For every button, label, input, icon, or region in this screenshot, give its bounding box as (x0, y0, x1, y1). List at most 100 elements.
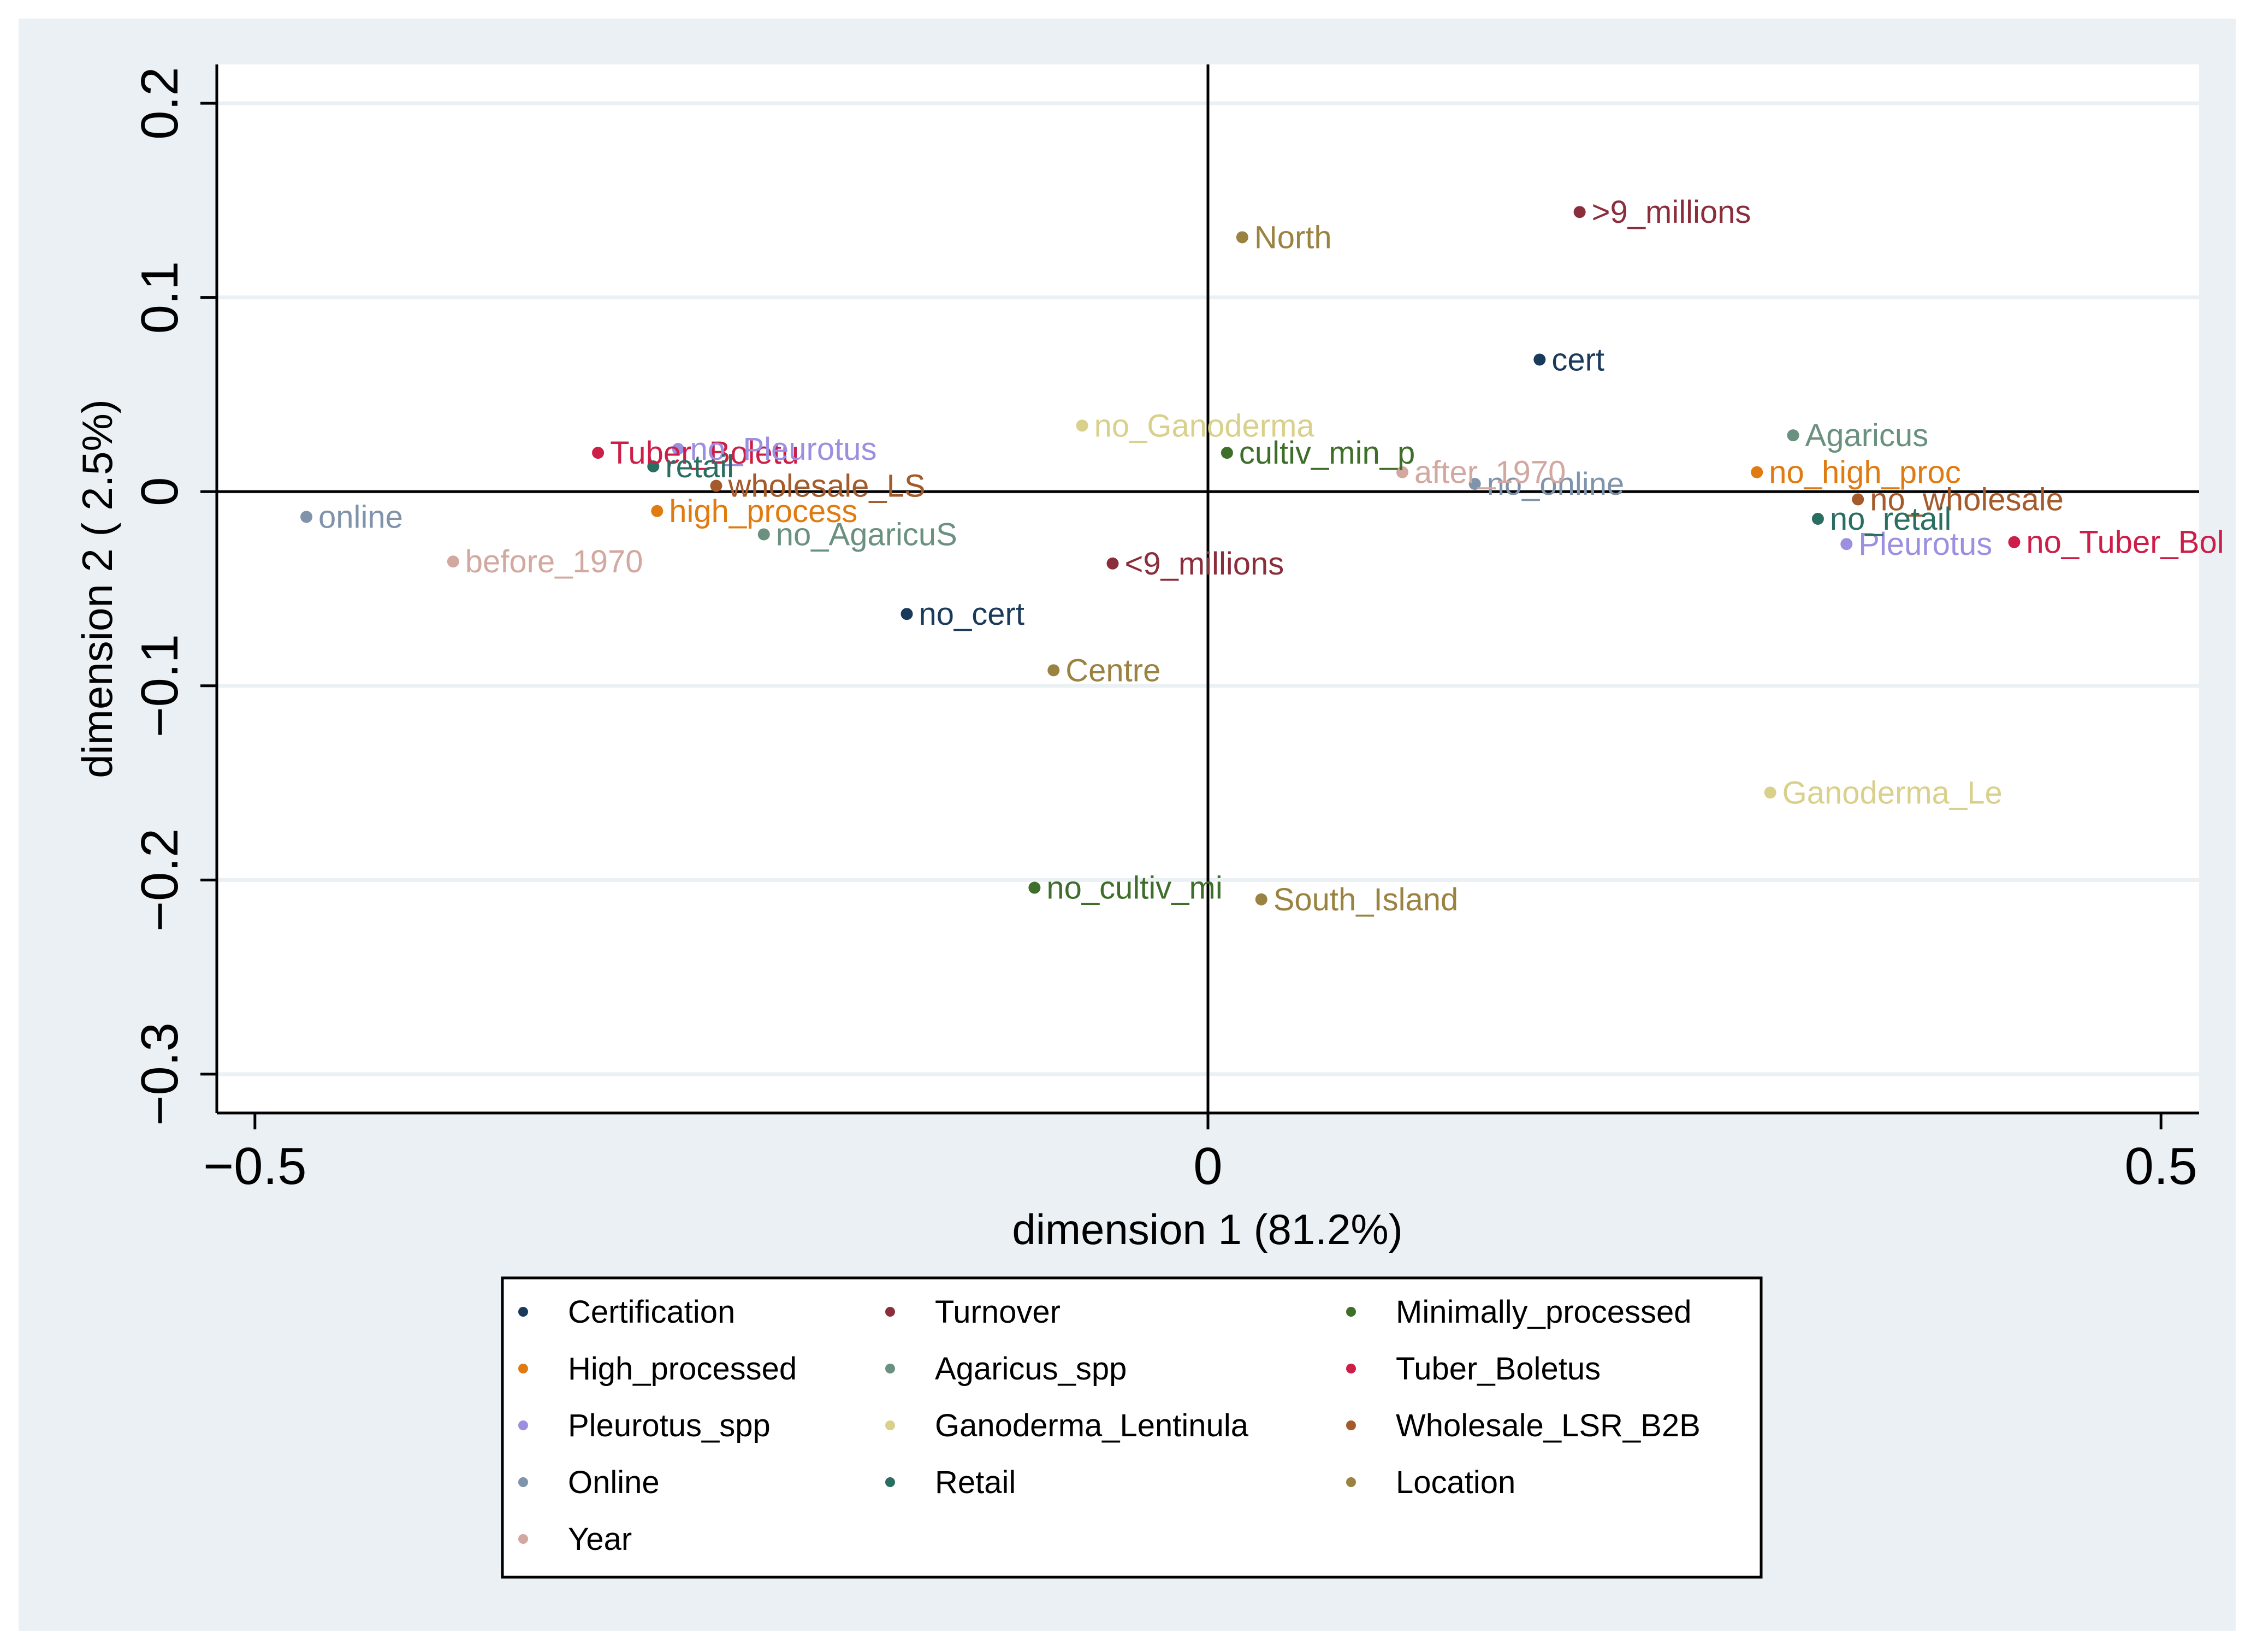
point-no-agaricus (757, 528, 770, 541)
legend-label-minimally-processed: Minimally_processed (1396, 1294, 1692, 1330)
point-label-cultiv-min-p: cultiv_min_p (1239, 435, 1415, 471)
point-label-north: North (1254, 220, 1332, 255)
point-label-online: online (318, 499, 403, 535)
point-9-millions (1106, 557, 1119, 570)
x-tick-label: 0.5 (2124, 1137, 2197, 1195)
legend-marker-agaricus-spp (885, 1364, 895, 1373)
point-label-wholesale-ls: wholesale_LS (727, 469, 925, 504)
point-no-tuber-bol (2008, 536, 2021, 548)
point-pleurotus (1840, 538, 1853, 550)
point-label-agaricus: Agaricus (1805, 418, 1929, 453)
y-tick-label: −0.2 (131, 828, 189, 932)
point-before-1970 (447, 555, 459, 568)
y-tick-label: −0.1 (131, 634, 189, 738)
legend-label-year: Year (568, 1521, 632, 1557)
point-after-1970 (1396, 466, 1409, 478)
y-axis-label: dimension 2 ( 2.5%) (73, 399, 121, 778)
y-tick-label: 0 (131, 477, 189, 506)
point-no-high-proc (1751, 466, 1763, 478)
legend-label-location: Location (1396, 1465, 1515, 1500)
legend-label-wholesale-lsr-b2b: Wholesale_LSR_B2B (1396, 1408, 1701, 1443)
legend-marker-pleurotus-spp (518, 1420, 528, 1430)
y-tick-label: 0.2 (131, 67, 189, 139)
point-no-cultiv-mi (1028, 881, 1041, 894)
point-wholesale-ls (710, 479, 722, 492)
point-cert (1533, 353, 1546, 366)
legend-label-agaricus-spp: Agaricus_spp (935, 1351, 1127, 1387)
legend-marker-year (518, 1534, 528, 1544)
legend-marker-tuber-boletus (1346, 1364, 1356, 1373)
point-no-cert (901, 608, 913, 620)
point-cultiv-min-p (1221, 447, 1233, 459)
point-label-no-online: no_online (1487, 466, 1625, 502)
legend-marker-location (1346, 1477, 1356, 1487)
point-label-no-pleurotus: no_Pleurotus (690, 431, 877, 467)
point-north (1236, 231, 1248, 244)
legend-box (501, 1276, 1763, 1579)
legend: Certification Turnover Minimally_processed… (518, 1294, 1701, 1557)
legend-marker-online (518, 1477, 528, 1487)
x-tick-label: −0.5 (203, 1137, 307, 1195)
legend-marker-retail (885, 1477, 895, 1487)
legend-marker-minimally-processed (1346, 1307, 1356, 1317)
x-tick-label: 0 (1193, 1137, 1222, 1195)
point-label-high-process: high_process (669, 494, 857, 529)
reference-lines (217, 64, 2199, 1113)
legend-label-turnover: Turnover (935, 1294, 1061, 1330)
point-online (300, 511, 313, 523)
point-label-no-tuber-bol: no_Tuber_Bol (2026, 525, 2224, 560)
y-tick-label: 0.1 (131, 261, 189, 334)
legend-label-ganoderma-lentinula: Ganoderma_Lentinula (935, 1408, 1249, 1443)
point-no-retail (1811, 513, 1824, 525)
legend-marker-ganoderma-lentinula (885, 1420, 895, 1430)
legend-label-certification: Certification (568, 1294, 735, 1330)
point-label-south-island: South_Island (1273, 882, 1459, 917)
point-no-online (1468, 478, 1481, 490)
point-label-after-1970: after_1970 (1414, 455, 1566, 490)
point-label-no-agaricus: no_AgaricuS (776, 517, 957, 552)
legend-label-retail: Retail (935, 1465, 1016, 1500)
point-label-ganoderma-le: Ganoderma_Le (1782, 775, 2003, 810)
legend-label-online: Online (568, 1465, 660, 1500)
point-label-retail: retail (665, 449, 734, 484)
point-label-no-cert: no_cert (919, 596, 1024, 632)
legend-marker-wholesale-lsr-b2b (1346, 1420, 1356, 1430)
point-label-centre: Centre (1065, 653, 1160, 688)
point-south-island (1255, 893, 1267, 905)
point-label-before-1970: before_1970 (465, 544, 643, 579)
legend-marker-turnover (885, 1307, 895, 1317)
point-label-no-cultiv-mi: no_cultiv_mi (1046, 871, 1222, 906)
y-tick-label: −0.3 (131, 1022, 189, 1126)
point-label-9-millions: <9_millions (1124, 546, 1284, 582)
point-label-no-high-proc: no_high_proc (1769, 455, 1961, 490)
point-label-tuber-boletu: Tuber_Boletu (610, 435, 799, 471)
point-centre (1047, 664, 1060, 677)
x-ticks: −0.5 0 0.5 (203, 1113, 2197, 1195)
point-label-no-ganoderma: no_Ganoderma (1094, 408, 1315, 443)
point-agaricus (1787, 429, 1799, 442)
point-high-process (651, 505, 664, 517)
x-axis-label: dimension 1 (81.2%) (1012, 1205, 1402, 1253)
point-no-pleurotus (672, 443, 684, 455)
legend-marker-certification (518, 1307, 528, 1317)
point-label-no-wholesale: no_wholesale (1870, 482, 2064, 517)
point-9-millions (1573, 206, 1586, 218)
point-label-cert: cert (1551, 342, 1604, 377)
point-label-9-millions: >9_millions (1592, 194, 1751, 230)
point-ganoderma-le (1764, 786, 1776, 799)
point-label-pleurotus: Pleurotus (1858, 526, 1992, 562)
point-labels: cert no_cert >9_millions <9_millions cultiv_… (318, 194, 2224, 917)
y-ticks: 0.2 0.1 0 −0.1 −0.2 −0.3 (131, 67, 217, 1126)
legend-label-high-processed: High_processed (568, 1351, 797, 1387)
legend-label-tuber-boletus: Tuber_Boletus (1396, 1351, 1601, 1387)
data-points (300, 206, 2021, 905)
point-no-ganoderma (1076, 419, 1088, 432)
point-label-no-retail: no_retail (1830, 501, 1951, 537)
point-no-wholesale (1852, 493, 1864, 506)
legend-marker-high-processed (518, 1364, 528, 1373)
point-tuber-boletu (592, 447, 605, 459)
point-retail (647, 460, 660, 472)
legend-label-pleurotus-spp: Pleurotus_spp (568, 1408, 771, 1443)
